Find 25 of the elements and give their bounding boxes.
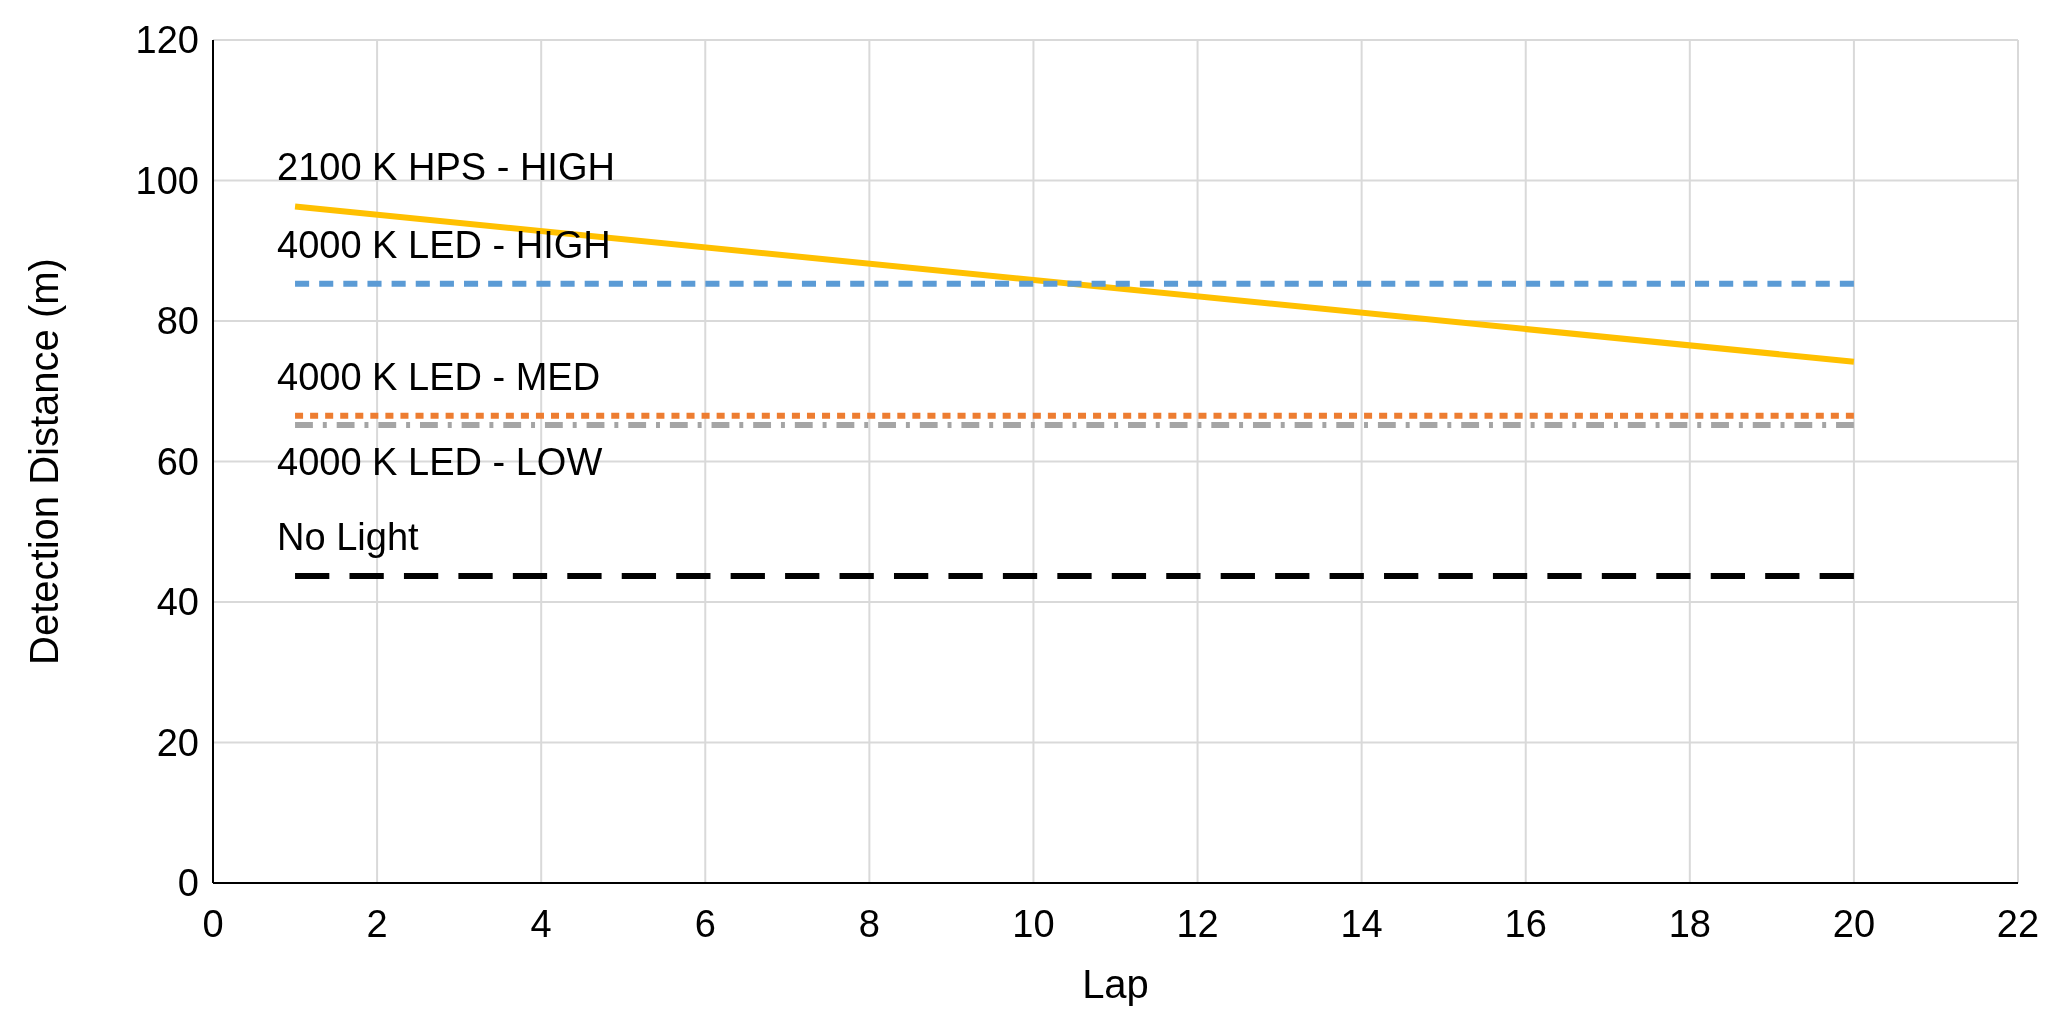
x-axis-title: Lap: [1082, 962, 1149, 1006]
x-tick-label: 14: [1340, 903, 1383, 945]
x-tick-label: 12: [1176, 903, 1219, 945]
y-tick-label: 0: [177, 862, 199, 904]
y-tick-label: 20: [156, 721, 199, 764]
y-tick-label: 40: [156, 581, 199, 623]
x-tick-label: 22: [1996, 903, 2040, 945]
y-tick-label: 120: [135, 19, 199, 61]
x-tick-label: 16: [1504, 903, 1547, 945]
y-tick-label: 100: [135, 159, 199, 202]
series-label: No Light: [277, 516, 420, 559]
x-tick-label: 8: [858, 903, 880, 945]
y-tick-label: 80: [156, 300, 199, 342]
x-tick-label: 10: [1012, 903, 1055, 945]
y-axis-title: Detection Distance (m): [22, 258, 66, 665]
x-tick-label: 6: [694, 903, 716, 945]
y-tick-label: 60: [156, 440, 199, 483]
x-tick-label: 18: [1668, 903, 1711, 945]
x-tick-label: 2: [366, 903, 388, 945]
series-label: 2100 K HPS - HIGH: [277, 146, 615, 189]
x-tick-label: 20: [1832, 903, 1876, 945]
series-label: 4000 K LED - HIGH: [277, 223, 611, 266]
series-label: 4000 K LED - LOW: [277, 440, 603, 483]
x-tick-label: 4: [530, 903, 552, 945]
series-label: 4000 K LED - MED: [277, 355, 601, 398]
